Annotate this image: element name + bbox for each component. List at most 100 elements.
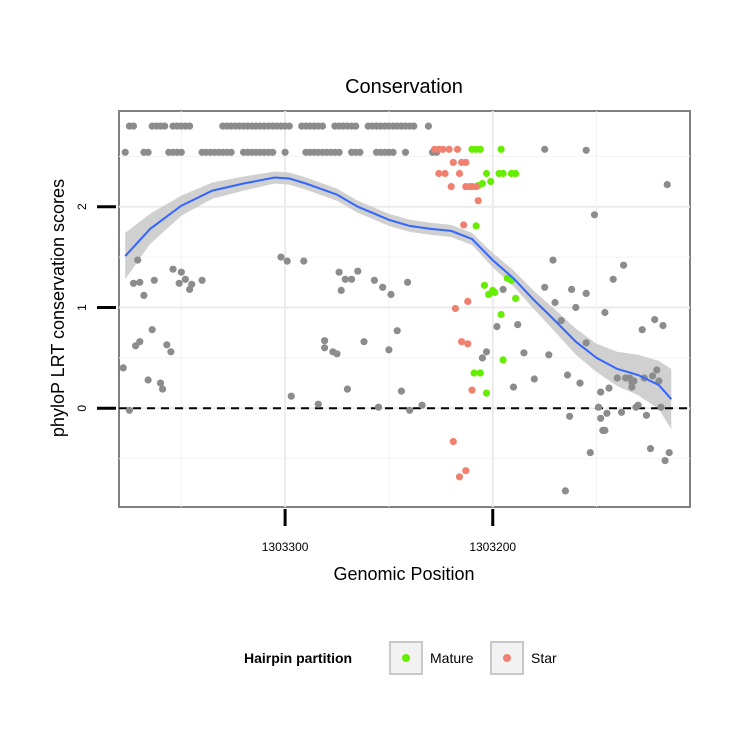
- point-other-193: [657, 403, 665, 411]
- point-other-135: [360, 338, 368, 346]
- point-other-124: [314, 400, 322, 408]
- point-other-148: [493, 323, 501, 331]
- point-other-94: [401, 148, 410, 156]
- point-mature-6: [499, 169, 507, 178]
- point-other-141: [393, 327, 401, 335]
- point-star-9: [441, 169, 449, 178]
- point-other-112: [167, 348, 175, 356]
- point-mature-3: [497, 145, 505, 153]
- y-tick-label-1: 1: [75, 304, 89, 311]
- point-other-5: [161, 122, 169, 130]
- point-other-116: [181, 275, 189, 283]
- point-star-4: [453, 145, 461, 153]
- point-star-21: [464, 340, 472, 348]
- point-star-20: [458, 338, 466, 346]
- point-mature-18: [499, 356, 507, 364]
- point-other-52: [424, 122, 432, 130]
- y-tick-label-2: 2: [75, 203, 89, 210]
- point-star-6: [449, 158, 457, 166]
- point-other-174: [595, 403, 603, 411]
- point-other-169: [613, 374, 621, 382]
- point-star-3: [445, 145, 453, 153]
- point-other-120: [277, 253, 285, 261]
- point-other-147: [482, 348, 491, 356]
- legend-dot-mature: [402, 654, 410, 662]
- point-other-190: [651, 316, 659, 324]
- point-other-199: [561, 487, 570, 495]
- point-other-201: [628, 383, 636, 391]
- point-star-10: [447, 183, 455, 191]
- point-star-18: [464, 297, 472, 305]
- point-other-153: [530, 375, 538, 383]
- point-other-105: [136, 338, 144, 346]
- point-other-187: [642, 411, 651, 419]
- point-other-100: [129, 279, 138, 287]
- point-other-198: [582, 146, 590, 154]
- point-other-151: [514, 321, 522, 329]
- x-axis: 1303300 1303200: [262, 509, 516, 554]
- point-mature-4: [482, 169, 491, 178]
- point-star-11: [455, 169, 464, 178]
- point-other-154: [541, 283, 549, 291]
- smooth-line: [124, 176, 673, 400]
- y-axis-title: phyloP LRT conservation scores: [48, 179, 68, 437]
- point-star-14: [466, 183, 474, 191]
- point-other-165: [597, 388, 605, 396]
- point-other-140: [387, 290, 395, 298]
- point-mature-10: [478, 179, 486, 188]
- point-other-33: [318, 122, 327, 130]
- point-other-194: [659, 322, 667, 330]
- point-other-144: [406, 406, 414, 414]
- point-star-24: [449, 437, 457, 446]
- loess-curve: [124, 176, 673, 400]
- point-other-152: [520, 349, 528, 357]
- point-other-159: [563, 371, 572, 379]
- point-other-122: [287, 392, 295, 400]
- point-mature-11: [487, 177, 495, 186]
- point-other-129: [335, 268, 343, 276]
- point-star-2: [439, 145, 447, 153]
- point-star-15: [472, 183, 480, 191]
- point-other-136: [370, 276, 378, 284]
- point-other-173: [586, 449, 594, 457]
- point-other-182: [630, 377, 638, 385]
- point-other-162: [576, 379, 584, 387]
- point-other-175: [597, 414, 605, 422]
- point-other-39: [352, 122, 360, 130]
- point-mature-24: [482, 389, 491, 397]
- point-other-164: [590, 211, 599, 219]
- data-points: [119, 122, 673, 495]
- point-star-7: [458, 158, 466, 166]
- point-other-188: [646, 445, 655, 453]
- point-other-75: [269, 148, 277, 156]
- point-other-101: [134, 256, 142, 264]
- point-other-55: [144, 148, 152, 156]
- point-other-114: [175, 279, 183, 287]
- point-other-145: [418, 401, 426, 409]
- point-other-134: [354, 267, 362, 275]
- point-mature-23: [476, 369, 484, 377]
- point-other-51: [410, 122, 418, 130]
- point-other-93: [389, 148, 397, 156]
- x-tick-label-0: 1303300: [262, 540, 309, 554]
- point-other-10: [186, 122, 194, 130]
- point-other-157: [551, 298, 559, 307]
- point-star-19: [451, 304, 459, 313]
- point-other-167: [605, 384, 613, 392]
- point-other-126: [321, 337, 329, 345]
- point-star-22: [468, 386, 476, 394]
- point-other-171: [620, 261, 628, 269]
- x-axis-title: Genomic Position: [333, 564, 474, 584]
- plot-border: [118, 110, 691, 508]
- point-other-59: [177, 148, 185, 156]
- point-other-195: [661, 457, 669, 465]
- point-other-139: [385, 346, 393, 354]
- point-other-161: [572, 303, 580, 312]
- point-other-103: [140, 291, 148, 299]
- point-other-163: [582, 289, 590, 297]
- point-other-166: [601, 308, 609, 317]
- point-other-115: [177, 268, 185, 276]
- point-other-99: [119, 364, 127, 372]
- plot-panel: [118, 110, 691, 508]
- point-other-128: [333, 350, 341, 358]
